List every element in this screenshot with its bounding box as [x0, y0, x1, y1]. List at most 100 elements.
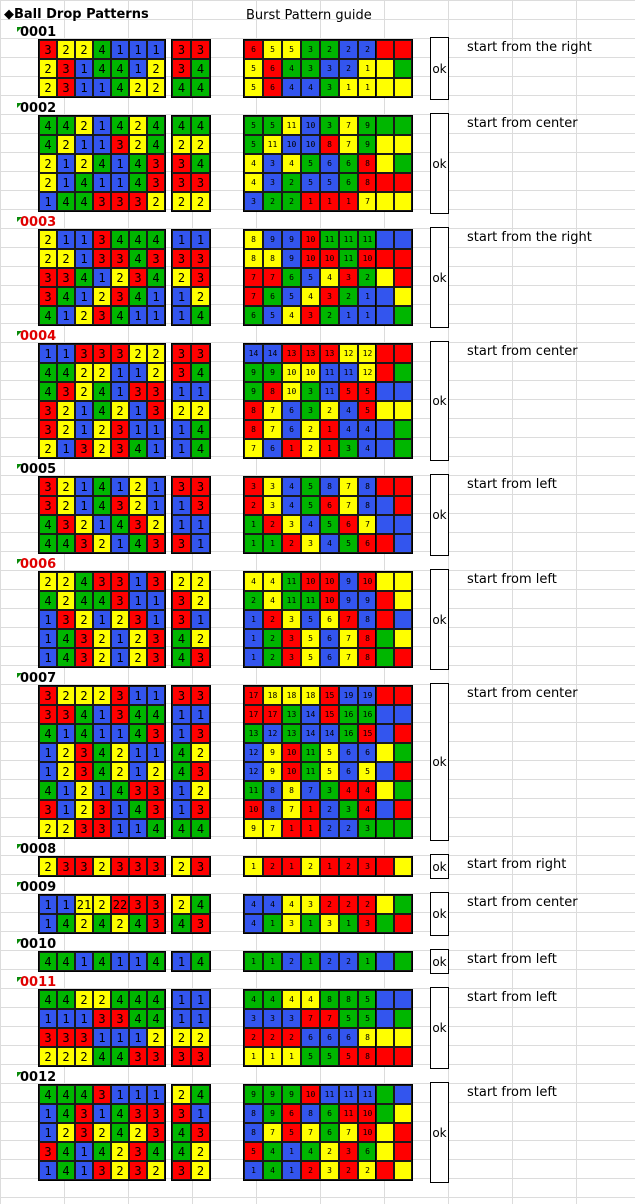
ball-cell[interactable]: 1	[39, 1009, 57, 1028]
ball-cell[interactable]: 2	[39, 154, 57, 173]
ball-cell[interactable]: 9	[244, 1085, 263, 1104]
ball-cell[interactable]: 1	[93, 1028, 111, 1047]
ball-cell[interactable]: 4	[57, 952, 75, 971]
ball-cell[interactable]: 1	[39, 914, 57, 933]
ball-cell[interactable]: 9	[263, 363, 282, 382]
ball-cell[interactable]: 1	[129, 743, 147, 762]
ball-cell[interactable]: 4	[172, 743, 191, 762]
ball-cell[interactable]: 1	[147, 1085, 165, 1104]
ball-cell[interactable]: 1	[191, 1104, 210, 1123]
ball-cell[interactable]: 4	[282, 59, 301, 78]
ball-cell[interactable]: 4	[111, 116, 129, 135]
ball-cell[interactable]: 4	[57, 629, 75, 648]
ball-cell[interactable]: 4	[57, 116, 75, 135]
ball-cell[interactable]	[376, 1123, 394, 1142]
ball-cell[interactable]: 3	[75, 1028, 93, 1047]
ball-cell[interactable]: 2	[57, 40, 75, 59]
ball-cell[interactable]: 7	[339, 477, 358, 496]
ball-cell[interactable]: 3	[172, 534, 191, 553]
ball-cell[interactable]: 1	[57, 800, 75, 819]
ball-cell[interactable]: 8	[320, 477, 339, 496]
ball-cell[interactable]: 12	[358, 363, 377, 382]
ball-cell[interactable]: 4	[75, 724, 93, 743]
ball-cell[interactable]: 1	[129, 952, 147, 971]
ball-cell[interactable]	[394, 192, 412, 211]
ball-cell[interactable]: 1	[129, 59, 147, 78]
ball-cell[interactable]: 4	[57, 287, 75, 306]
ball-cell[interactable]: 14	[320, 724, 339, 743]
ball-cell[interactable]: 7	[301, 1123, 320, 1142]
ball-cell[interactable]: 11	[339, 1104, 358, 1123]
ball-cell[interactable]: 2	[172, 268, 191, 287]
ball-cell[interactable]: 1	[263, 914, 282, 933]
ball-cell[interactable]: 2	[57, 135, 75, 154]
ball-cell[interactable]: 5	[339, 382, 358, 401]
ball-cell[interactable]: 1	[282, 439, 301, 458]
ball-cell[interactable]: 6	[263, 59, 282, 78]
ball-cell[interactable]: 1	[129, 1085, 147, 1104]
ball-cell[interactable]	[394, 135, 412, 154]
ball-cell[interactable]: 3	[320, 914, 339, 933]
ball-cell[interactable]	[376, 800, 394, 819]
ball-cell[interactable]: 2	[93, 629, 111, 648]
ball-cell[interactable]: 1	[339, 78, 358, 97]
ball-cell[interactable]: 4	[339, 401, 358, 420]
ball-cell[interactable]	[376, 1028, 394, 1047]
ok-status-cell[interactable]: ok	[430, 341, 449, 461]
ball-cell[interactable]: 17	[244, 705, 263, 724]
ball-cell[interactable]: 7	[339, 496, 358, 515]
ball-cell[interactable]	[376, 515, 394, 534]
ball-cell[interactable]: 4	[129, 230, 147, 249]
ball-cell[interactable]: 4	[57, 1104, 75, 1123]
ok-status-cell[interactable]: ok	[430, 949, 449, 974]
ball-cell[interactable]: 2	[57, 819, 75, 838]
ball-cell[interactable]: 7	[263, 1123, 282, 1142]
ok-status-cell[interactable]: ok	[430, 892, 449, 936]
ball-cell[interactable]: 15	[320, 686, 339, 705]
ball-cell[interactable]: 2	[147, 344, 165, 363]
ball-cell[interactable]: 4	[172, 819, 191, 838]
ball-cell[interactable]: 4	[339, 420, 358, 439]
ball-cell[interactable]: 4	[93, 401, 111, 420]
ball-cell[interactable]	[376, 591, 394, 610]
ball-cell[interactable]: 1	[57, 439, 75, 458]
ball-cell[interactable]: 2	[339, 952, 358, 971]
ball-cell[interactable]: 2	[191, 572, 210, 591]
ball-cell[interactable]: 5	[320, 1047, 339, 1066]
ball-cell[interactable]	[394, 952, 412, 971]
ball-cell[interactable]: 3	[339, 268, 358, 287]
ball-cell[interactable]: 6	[244, 40, 263, 59]
ball-cell[interactable]: 4	[111, 78, 129, 97]
ball-cell[interactable]: 2	[147, 363, 165, 382]
ball-cell[interactable]: 3	[75, 344, 93, 363]
ball-cell[interactable]: 2	[57, 249, 75, 268]
ball-cell[interactable]: 3	[147, 629, 165, 648]
ball-cell[interactable]: 1	[129, 686, 147, 705]
ball-cell[interactable]: 3	[39, 705, 57, 724]
ball-cell[interactable]: 4	[172, 629, 191, 648]
ball-cell[interactable]: 11	[339, 230, 358, 249]
ball-cell[interactable]: 4	[57, 1142, 75, 1161]
ball-cell[interactable]: 3	[129, 1142, 147, 1161]
ball-cell[interactable]: 2	[263, 192, 282, 211]
ball-cell[interactable]: 21	[75, 895, 93, 914]
ball-cell[interactable]: 11	[320, 382, 339, 401]
ball-cell[interactable]	[394, 800, 412, 819]
ball-cell[interactable]: 2	[75, 610, 93, 629]
ball-cell[interactable]: 1	[39, 895, 57, 914]
ball-cell[interactable]: 3	[93, 572, 111, 591]
ball-cell[interactable]: 5	[320, 762, 339, 781]
ball-cell[interactable]: 2	[75, 1047, 93, 1066]
ball-cell[interactable]: 1	[111, 724, 129, 743]
ball-cell[interactable]: 8	[320, 990, 339, 1009]
ball-cell[interactable]	[394, 496, 412, 515]
ball-cell[interactable]: 2	[191, 1161, 210, 1180]
ball-cell[interactable]: 4	[301, 990, 320, 1009]
ball-cell[interactable]	[376, 287, 394, 306]
ball-cell[interactable]: 2	[75, 781, 93, 800]
ball-cell[interactable]: 4	[111, 1123, 129, 1142]
ball-cell[interactable]: 1	[320, 857, 339, 876]
ball-cell[interactable]: 1	[93, 78, 111, 97]
ball-cell[interactable]: 1	[57, 306, 75, 325]
ball-cell[interactable]: 1	[172, 705, 191, 724]
